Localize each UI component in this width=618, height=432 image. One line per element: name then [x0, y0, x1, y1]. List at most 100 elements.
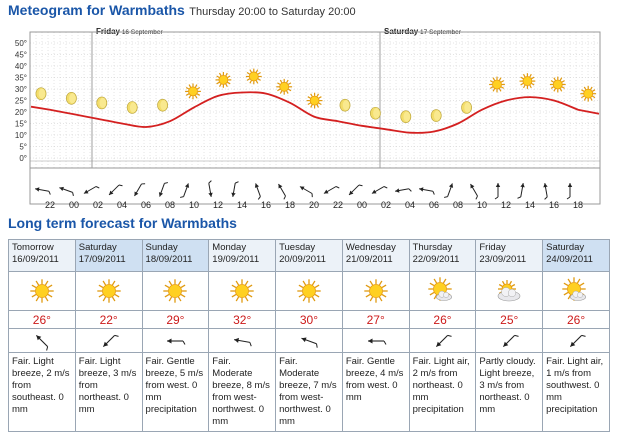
day-header: Tuesday 20/09/2011	[275, 239, 343, 272]
moon-icon	[339, 98, 351, 112]
x-tick-label: 14	[525, 200, 535, 210]
moon-icon	[96, 96, 108, 110]
temperature-point	[193, 106, 195, 109]
day-name: Tuesday	[279, 242, 316, 253]
wind-cell	[8, 328, 76, 353]
y-tick-label: 45°	[15, 51, 27, 60]
wind-arrow-icon	[371, 186, 388, 194]
wind-arrow-icon	[179, 183, 190, 198]
wind-arrow-icon	[208, 180, 213, 197]
wind-arrow-icon	[234, 337, 252, 346]
y-tick-label: 20°	[15, 108, 27, 117]
wind-arrow-icon	[231, 181, 239, 197]
sun-icon	[364, 279, 388, 303]
x-tick-label: 06	[141, 200, 151, 210]
x-tick-label: 00	[69, 200, 79, 210]
sun-icon	[163, 279, 188, 303]
x-tick-label: 16	[261, 200, 271, 210]
temperature-point	[409, 131, 411, 134]
moon-icon	[66, 92, 77, 105]
wind-cell	[542, 328, 610, 353]
temperature-point	[49, 108, 51, 111]
forecast-description: Fair. Light breeze, 2 m/s from southeast…	[8, 352, 76, 432]
wind-arrow-icon	[167, 338, 186, 345]
wind-arrow-icon	[35, 187, 51, 195]
y-tick-label: 40°	[15, 62, 27, 71]
wind-arrow-icon	[470, 183, 478, 200]
forecast-description: Fair. Light breeze, 3 m/s from northeast…	[74, 352, 143, 432]
partly-cloudy-icon	[497, 280, 521, 302]
sun-icon	[519, 73, 536, 89]
forecast-description: Fair. Gentle breeze, 5 m/s from west. 0 …	[141, 352, 210, 432]
wind-arrow-icon	[494, 183, 501, 200]
wind-cell	[208, 328, 277, 353]
period-text: Thursday 20:00 to Saturday 20:00	[189, 6, 356, 18]
forecast-description: Fair. Moderate breeze, 8 m/s from west-n…	[208, 352, 277, 432]
temperature-value: 27°	[341, 310, 410, 329]
temperature-point	[313, 115, 315, 118]
forecast-description: Partly cloudy. Light breeze, 3 m/s from …	[475, 352, 544, 432]
weather-icon-cell	[275, 271, 343, 311]
forecast-wind-row	[8, 328, 610, 353]
weather-icon-cell	[542, 271, 610, 311]
wind-arrow-icon	[323, 186, 340, 194]
temperature-point	[553, 99, 555, 102]
x-tick-label: 18	[573, 200, 583, 210]
x-tick-label: 02	[381, 200, 391, 210]
x-tick-label: 22	[333, 200, 343, 210]
temperature-point	[481, 108, 483, 111]
wind-arrow-icon	[134, 183, 146, 197]
moon-icon	[430, 109, 442, 122]
day-date: 19/09/2011	[212, 254, 260, 265]
wind-cell	[74, 328, 143, 353]
y-tick-label: 50°	[15, 39, 27, 48]
wind-arrow-icon	[254, 183, 261, 200]
y-tick-label: 5°	[19, 143, 27, 152]
moon-icon	[157, 98, 168, 112]
sun-icon	[306, 92, 323, 109]
y-tick-label: 0°	[19, 154, 27, 163]
sun-icon	[580, 85, 597, 102]
x-tick-label: 18	[285, 200, 295, 210]
day-name: Friday	[479, 242, 506, 253]
sun-icon	[276, 78, 293, 95]
forecast-icon-row	[8, 271, 610, 311]
weather-icon-cell	[8, 271, 76, 311]
day-name: Sunday	[145, 242, 178, 253]
day-header: Saturday 24/09/2011	[542, 239, 610, 272]
y-tick-label: 35°	[15, 74, 27, 83]
temperature-point	[265, 92, 267, 95]
wind-arrow-icon	[278, 183, 286, 200]
temperature-point	[73, 113, 75, 116]
day-date: 21/09/2011	[345, 254, 393, 265]
x-tick-label: 12	[213, 200, 223, 210]
wind-arrow-icon	[102, 334, 119, 347]
wind-cell	[475, 328, 544, 353]
day-header: Tomorrow 16/09/2011	[8, 239, 76, 272]
day-date: 22/09/2011	[412, 254, 460, 265]
x-tick-label: 08	[453, 200, 463, 210]
temperature-point	[337, 120, 339, 122]
y-tick-label: 25°	[15, 97, 27, 106]
wind-arrow-icon	[436, 334, 453, 347]
moon-icon	[461, 101, 472, 114]
x-tick-label: 08	[165, 200, 175, 210]
day-date: 20/09/2011	[279, 254, 326, 265]
temperature-value: 30°	[275, 310, 343, 329]
sun-icon	[230, 279, 254, 303]
x-tick-label: 12	[501, 200, 511, 210]
day-date: 24/09/2011	[546, 254, 593, 265]
wind-arrow-icon	[503, 334, 519, 347]
x-tick-label: 10	[477, 200, 487, 210]
long-term-title: Long term forecast for Warmbaths	[8, 215, 237, 231]
wind-arrow-icon	[517, 183, 525, 199]
forecast-text-row: Fair. Light breeze, 2 m/s from southeast…	[8, 352, 610, 432]
temperature-point	[241, 91, 243, 94]
temperature-point	[145, 126, 147, 128]
x-tick-label: 04	[405, 200, 415, 210]
temperature-point	[121, 122, 123, 125]
temperature-point	[169, 120, 171, 122]
wind-arrow-icon	[348, 184, 363, 196]
x-tick-label: 10	[189, 200, 199, 210]
temperature-point	[433, 130, 435, 133]
